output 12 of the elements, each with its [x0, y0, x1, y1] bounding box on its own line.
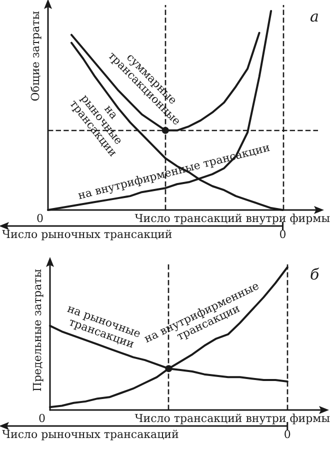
y-axis-title: Общие затраты [29, 10, 42, 102]
x2-axis-title: Число рыночных трансакаций [2, 428, 179, 441]
x-axis-title: Число трансакций внутри фирмы [134, 212, 330, 225]
text: 0 [284, 428, 291, 441]
chart-title: а [310, 8, 319, 26]
text: 0 [279, 228, 286, 241]
text: 0 [38, 412, 46, 425]
chart-title: б [310, 266, 320, 284]
text: 0 [36, 212, 44, 225]
x2-axis-title: Число рыночных трансакций [2, 228, 172, 241]
y-axis-title: Предельные затраты [31, 268, 44, 392]
x-axis-title: Число трансакций внутри фирмы [134, 412, 330, 425]
